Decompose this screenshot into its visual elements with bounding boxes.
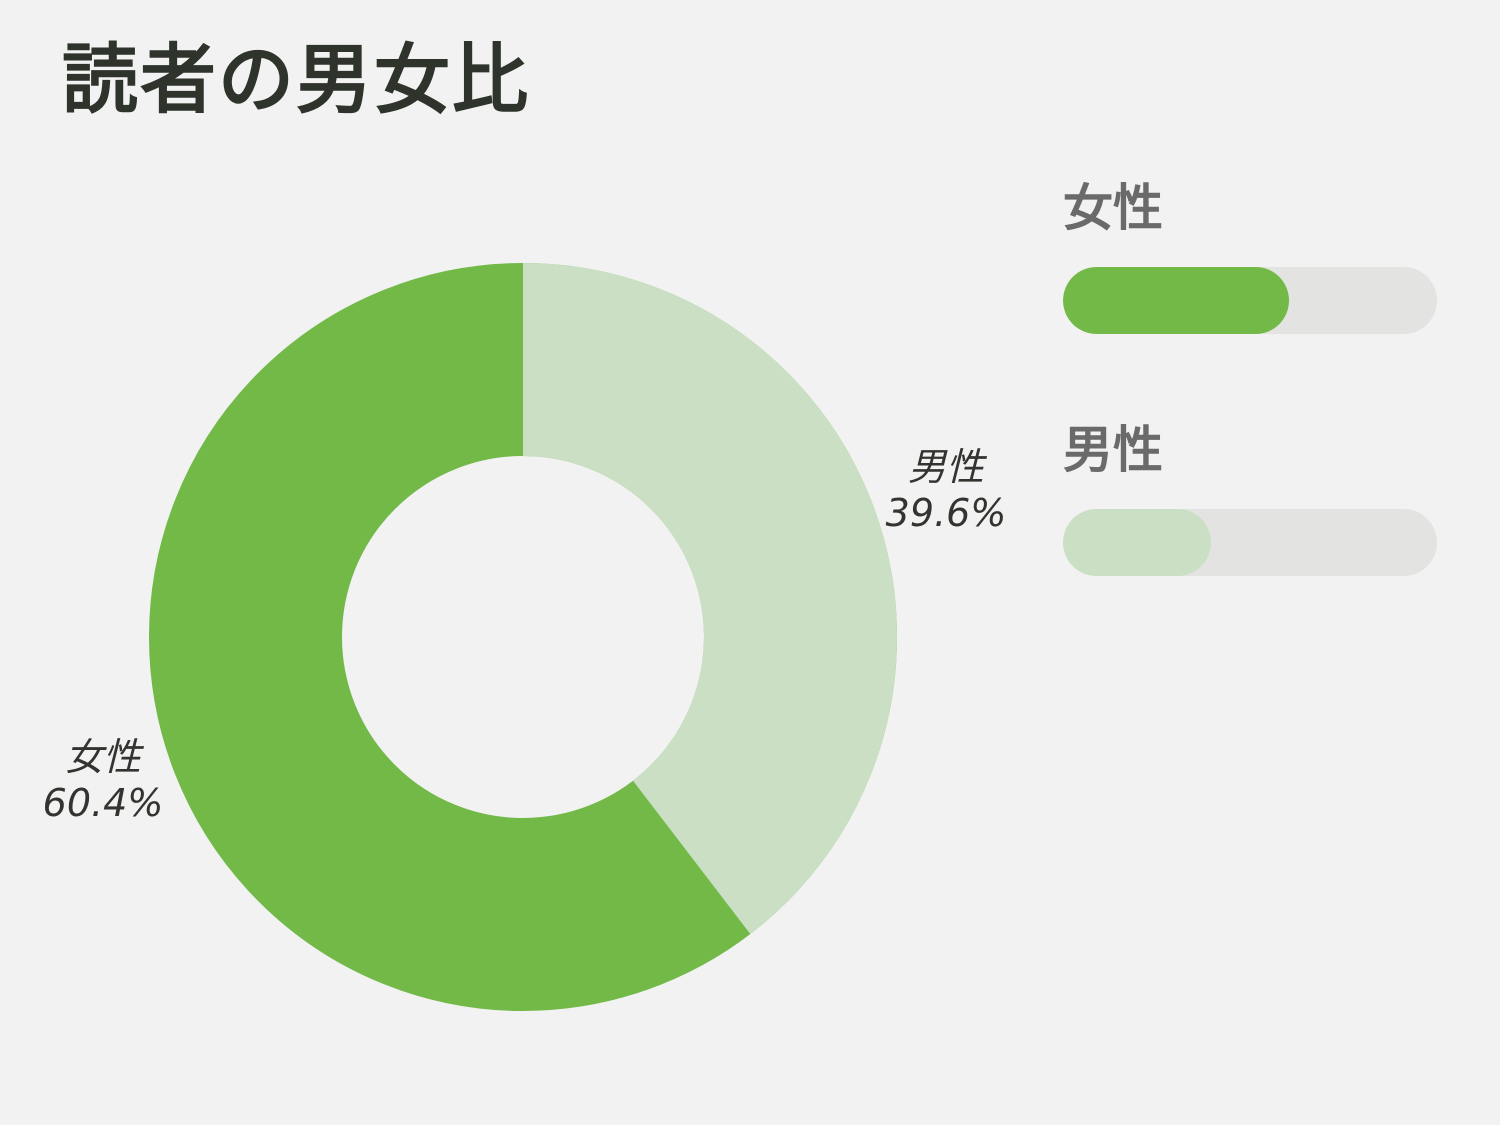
legend-bar-female-fill: [1063, 267, 1289, 334]
legend-label-female: 女性: [1063, 179, 1163, 237]
donut-chart: [149, 263, 897, 1011]
legend-bar-female-track: [1063, 267, 1437, 334]
legend: 女性 男性: [1063, 178, 1437, 576]
legend-bar-male-track: [1063, 509, 1437, 576]
page-title: 読者の男女比: [62, 35, 530, 124]
slice-label-male-name: 男性: [907, 445, 984, 489]
slice-label-male-pct: 39.6%: [885, 491, 1007, 535]
slice-label-male: 男性 39.6%: [846, 444, 1046, 536]
slice-label-female-name: 女性: [64, 735, 141, 779]
donut-slice-male: [149, 263, 897, 1011]
legend-bar-male-fill: [1063, 509, 1212, 576]
legend-label-male: 男性: [1063, 421, 1163, 479]
slice-label-female-pct: 60.4%: [42, 781, 164, 825]
slice-label-female: 女性 60.4%: [3, 734, 203, 826]
